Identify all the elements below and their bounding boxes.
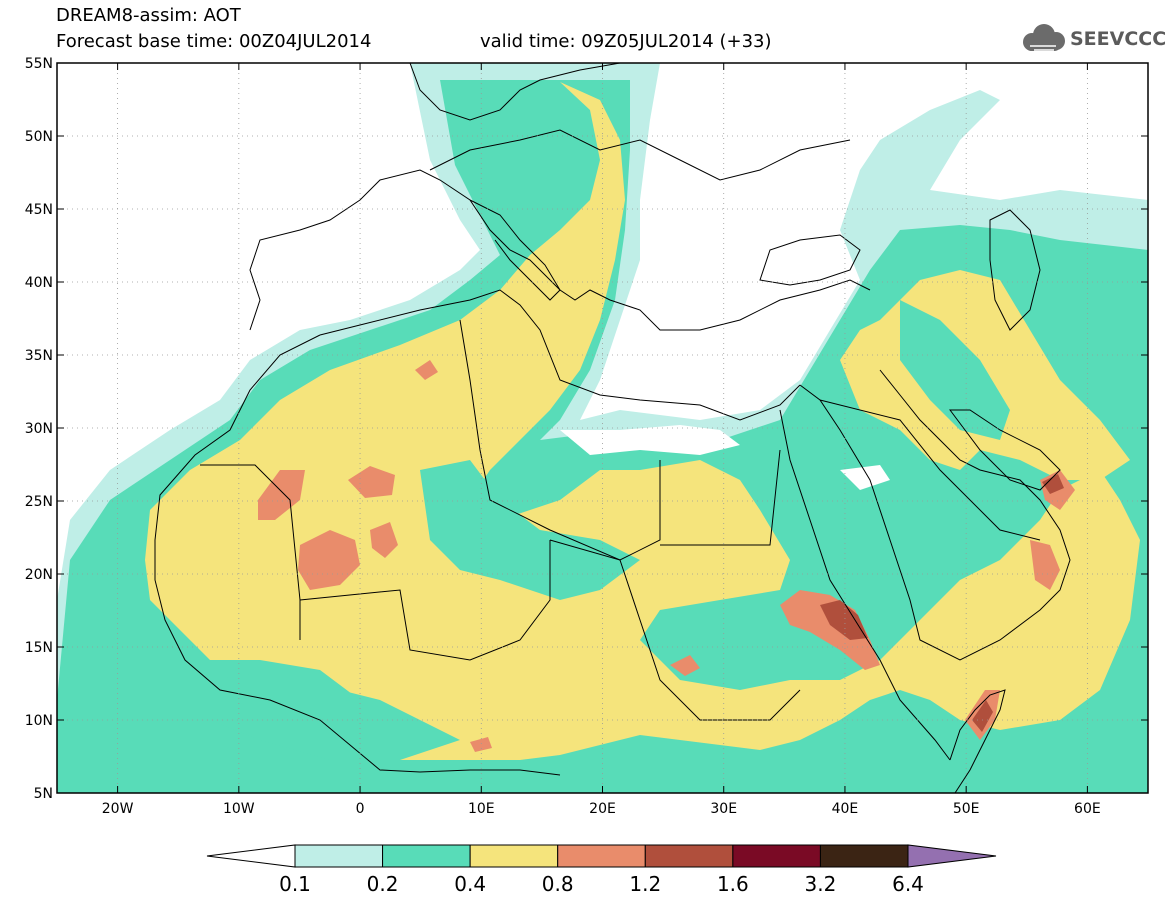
border-sahara-1 [200, 464, 301, 640]
coastline-somalia [949, 689, 1006, 793]
lat-tick-label: 15N [25, 640, 53, 656]
border-sahara-3 [459, 319, 661, 561]
colorbar-swatch [469, 844, 559, 868]
border-egypt-sudan [660, 449, 781, 546]
aot-green-patch-east [900, 300, 1010, 440]
title-base-time: Forecast base time: 00Z04JUL2014 [56, 31, 372, 52]
title-product: DREAM8-assim: AOT [56, 5, 241, 26]
lon-tick-label: 60E [1074, 801, 1101, 817]
aot-band-08-12-g [1030, 540, 1060, 590]
aot-low-patch-egypt [840, 465, 890, 490]
colorbar-label: 3.2 [804, 872, 837, 896]
aot-band-08-12-k [470, 737, 492, 752]
lat-tick-label: 10N [25, 713, 53, 729]
colorbar-label: 0.1 [279, 872, 311, 896]
border-sahara-2 [299, 540, 551, 661]
aot-band-08-12-e [415, 360, 438, 380]
coastline-italy [469, 199, 561, 301]
colorbar-label: 1.2 [629, 872, 662, 896]
colorbar-swatch [557, 844, 646, 868]
lat-tick-label: 45N [25, 202, 53, 218]
border-europe [429, 129, 851, 181]
graticule [57, 63, 1148, 793]
colorbar-swatch [644, 844, 734, 868]
colorbar-over-arrow [907, 844, 997, 868]
colorbar-label: 0.8 [541, 872, 574, 896]
lon-tick-label: 10W [223, 801, 255, 817]
colorbar-label: 0.4 [454, 872, 487, 896]
aot-green-patch-sahara [420, 460, 640, 600]
lon-tick-label: 30E [710, 801, 737, 817]
lat-tick-label: 20N [25, 567, 53, 583]
aot-band-08-12-d [370, 522, 398, 558]
aot-band-08-12-f [780, 590, 880, 670]
colorbar [206, 844, 997, 868]
lon-tick-label: 10E [468, 801, 495, 817]
lon-tick-label: 0 [356, 801, 365, 817]
lat-tick-label: 40N [25, 275, 53, 291]
aot-band-12-16-c [1042, 474, 1064, 494]
coastline-arabia [799, 369, 1071, 661]
coastline-red-sea [779, 409, 951, 761]
aot-band-12-16-a [820, 600, 868, 640]
title-valid-time: valid time: 09Z05JUL2014 (+33) [480, 31, 772, 52]
colorbar-swatch [294, 844, 384, 868]
lon-tick-label: 20W [102, 801, 134, 817]
colorbar-label: 0.2 [366, 872, 399, 896]
border-sahara-4 [549, 539, 801, 721]
aot-low-patch-libya [560, 425, 740, 455]
aot-band-08-12-a [298, 530, 360, 590]
colorbar-under-arrow [206, 844, 296, 868]
coastline-gulf [949, 409, 1061, 491]
logo-text: SEEVCCC [1070, 28, 1165, 50]
seevccc-logo: SEEVCCC [1018, 22, 1165, 56]
axis-ticks [57, 62, 1148, 794]
aot-band-08-12-j [670, 655, 700, 676]
colorbar-label: 6.4 [892, 872, 924, 896]
border-arabia [819, 399, 1041, 541]
coastline-europe [249, 169, 871, 331]
lon-tick-label: 50E [953, 801, 980, 817]
coastline-caspian [989, 209, 1041, 331]
lat-tick-label: 35N [25, 348, 53, 364]
coastline-med-south [319, 289, 801, 421]
aot-band-12-16-b [972, 700, 993, 732]
lat-tick-label: 5N [34, 786, 53, 802]
coastline-blacksea [759, 234, 861, 286]
coastline-westafrica [154, 334, 561, 776]
lat-tick-label: 55N [25, 56, 53, 72]
aot-band-08-12-b [258, 470, 305, 520]
lon-tick-label: 40E [832, 801, 859, 817]
axis-tick-labels: 20W 10W 0 10E 20E 30E 40E 50E 60E 55N 50N 45N 40N 35N… [25, 56, 1101, 817]
coastline-northeurope [409, 63, 621, 121]
colorbar-swatch [382, 844, 471, 868]
colorbar-swatch [732, 844, 821, 868]
aot-green-patch-sahel [210, 670, 460, 760]
colorbar-swatch [819, 844, 909, 868]
lat-tick-label: 30N [25, 421, 53, 437]
lat-tick-label: 50N [25, 129, 53, 145]
cloud-icon [1023, 24, 1065, 51]
lat-tick-label: 25N [25, 494, 53, 510]
lon-tick-label: 20E [589, 801, 616, 817]
colorbar-label: 1.6 [716, 872, 749, 896]
coastlines-borders [154, 63, 1071, 793]
